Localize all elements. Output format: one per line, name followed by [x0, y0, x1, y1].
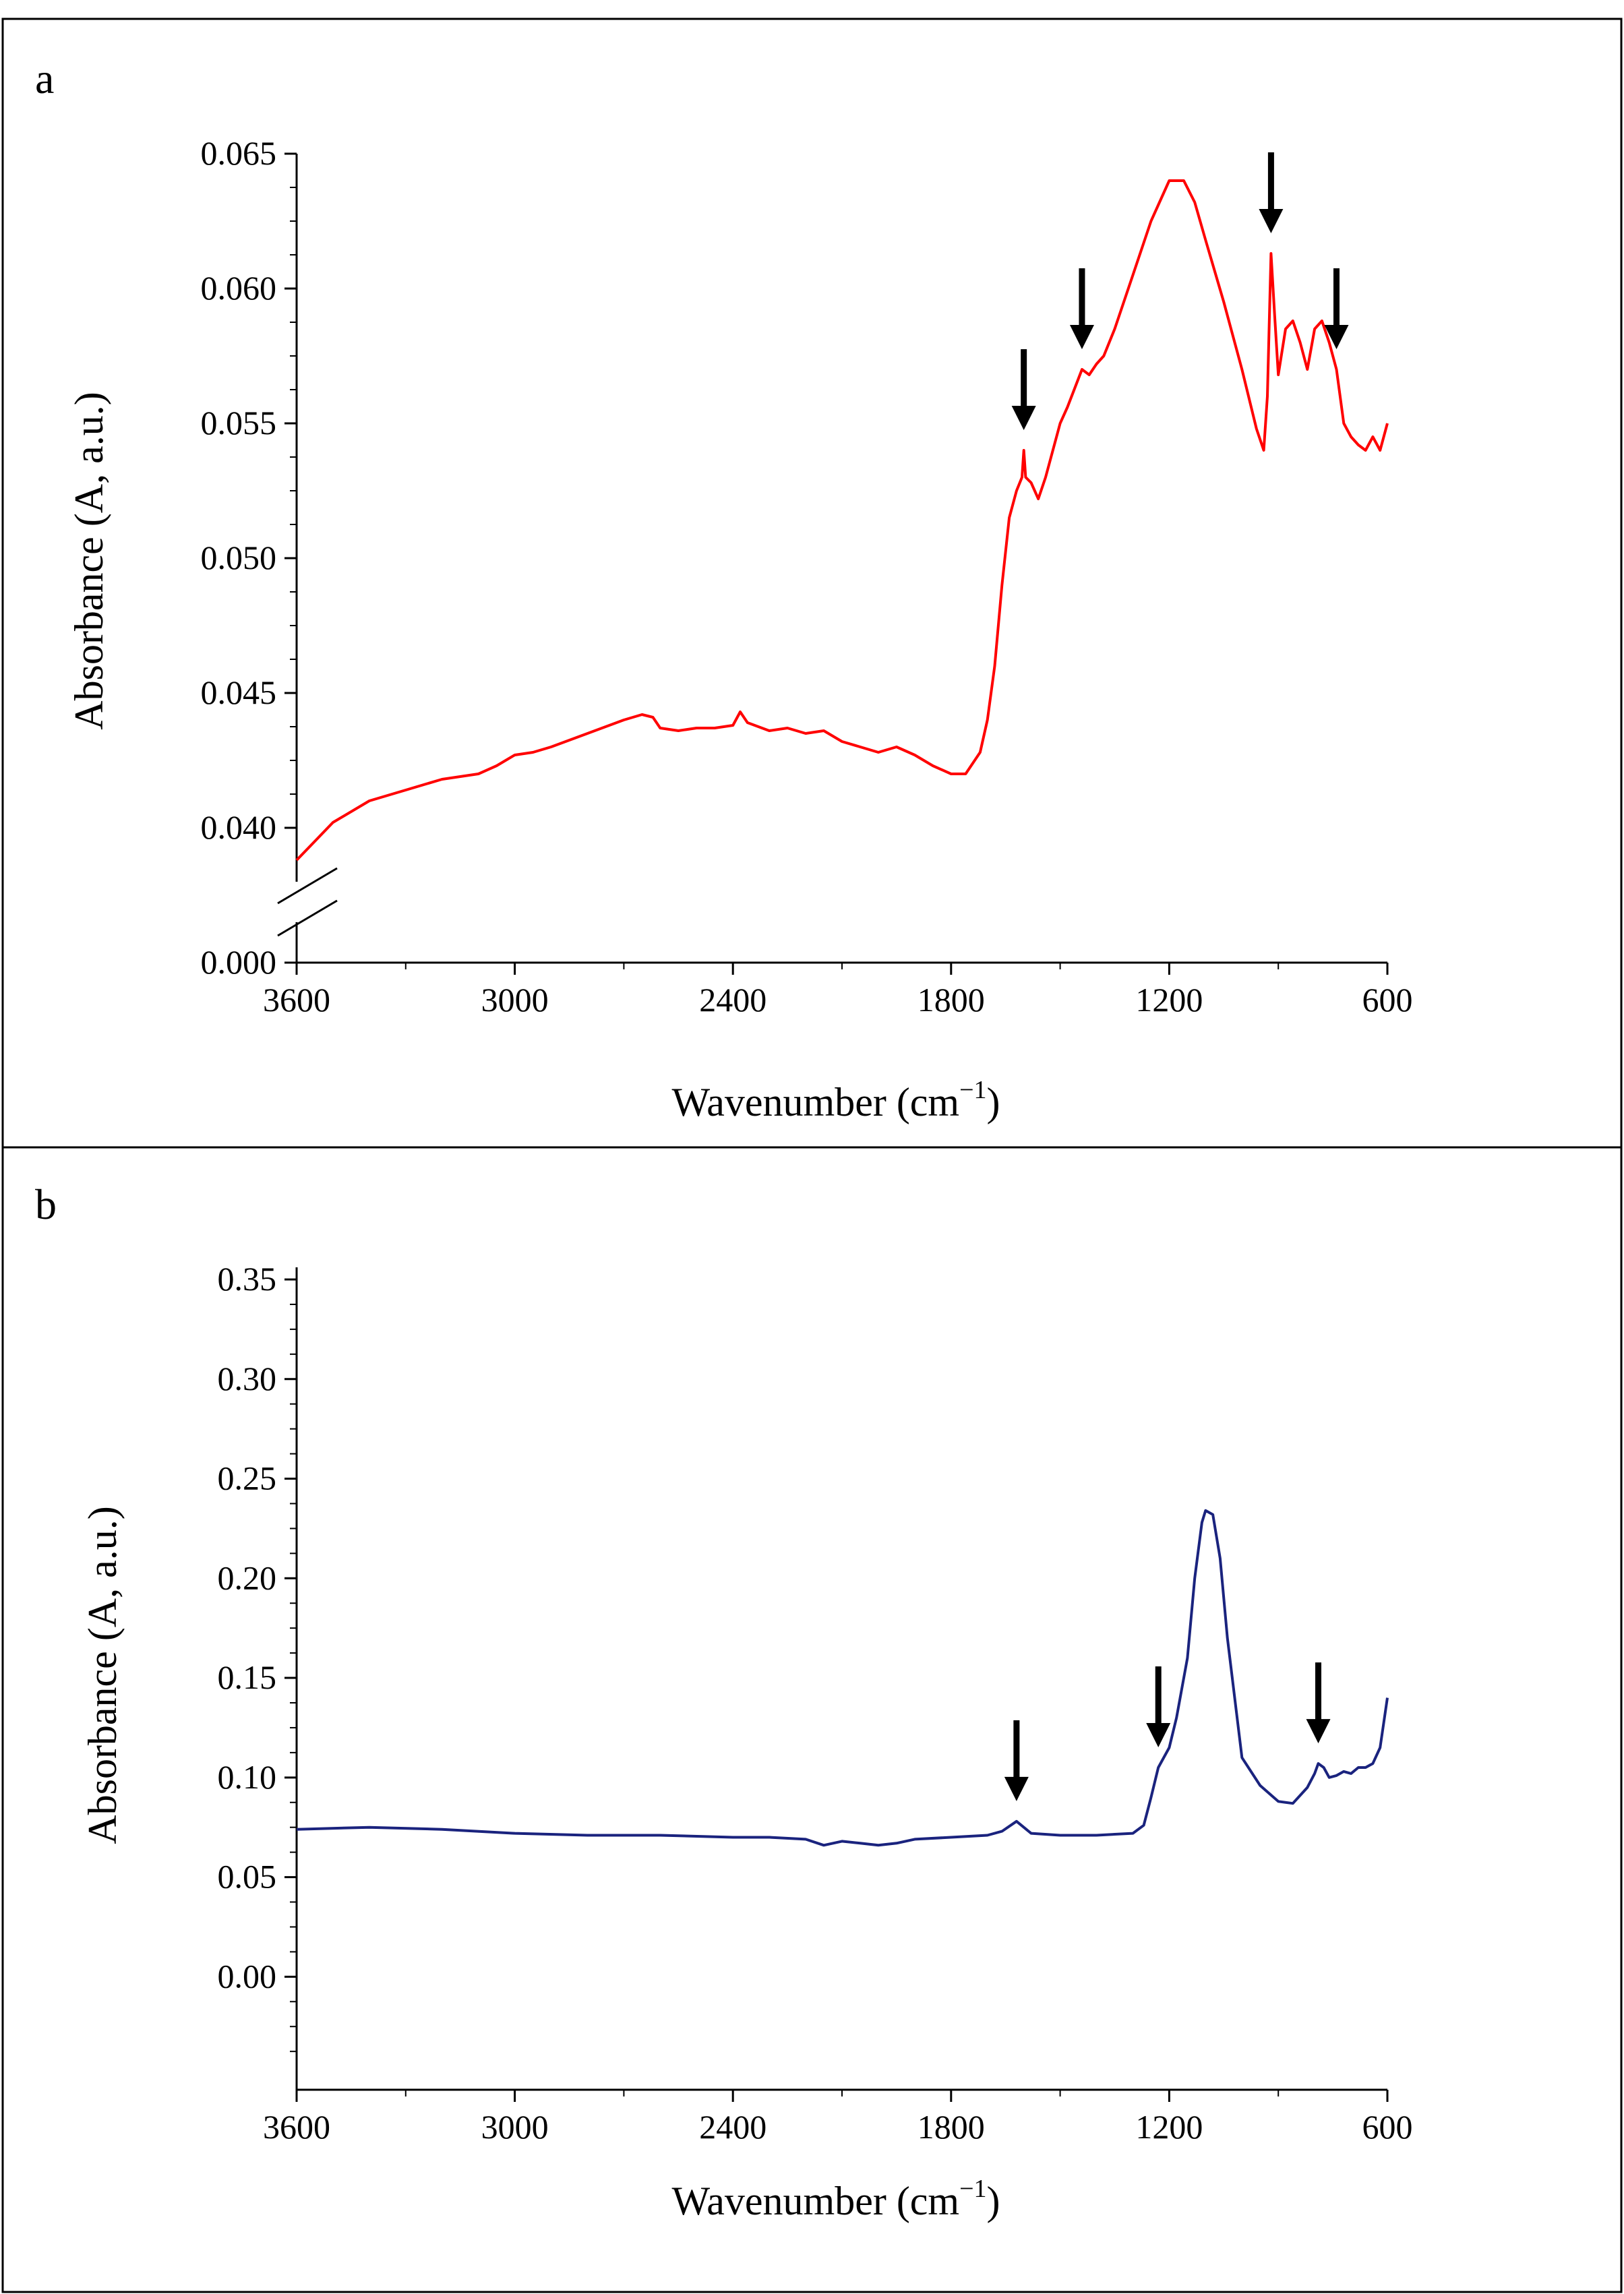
panel-a-y-tick-label: 0.060: [201, 269, 277, 307]
panel-a-x-tick-label: 1200: [1135, 981, 1203, 1019]
panel-a-spectrum-line: [295, 179, 1389, 862]
panel-b-x-tick-label: 3000: [481, 2108, 549, 2146]
panel-b-y-tick-label: 0.00: [218, 1957, 277, 1995]
panel-b-arrow: [1306, 1662, 1331, 1744]
panel-a-plot: [295, 179, 1389, 862]
panel-b-x-tick-label: 2400: [699, 2108, 766, 2146]
panel-b-y-tick-label: 0.35: [218, 1260, 277, 1298]
panel-a-arrows: [1011, 152, 1349, 430]
panel-a-y-tick-label: 0.065: [201, 134, 277, 172]
panel-b-axes: 3600 3000 2400 1800 1200 600 0.00 0.05 0.10 0.15 0…: [218, 1260, 1413, 2146]
panel-b-x-tick-label: 1800: [918, 2108, 985, 2146]
panel-b-x-axis-title: Wavenumber (cm−1): [671, 2175, 1000, 2223]
panel-a-arrow-head: [1259, 209, 1284, 233]
panel-b-arrow-head: [1146, 1723, 1171, 1748]
panel-a: a 3600 3000 2400 1800 1200 600 0.040 0.045 0.050…: [35, 55, 1413, 1124]
panel-b-x-axis-title-main: Wavenumber (cm: [671, 2179, 959, 2223]
panel-a-arrow: [1324, 268, 1349, 349]
panel-a-y-tick-label: 0.050: [201, 539, 277, 576]
panel-a-x-tick-label: 3600: [263, 981, 330, 1019]
panel-a-arrow: [1259, 152, 1284, 233]
panel-b-arrow: [1146, 1666, 1171, 1748]
panel-b-x-tick-label: 600: [1362, 2108, 1413, 2146]
panel-b-arrows: [1004, 1662, 1331, 1801]
panel-a-x-tick-label: 2400: [699, 981, 766, 1019]
panel-a-arrow: [1069, 268, 1094, 349]
panel-b-x-axis-title-close: ): [987, 2179, 1000, 2223]
panel-a-x-tick-label: 3000: [481, 981, 549, 1019]
panel-a-x-tick-label: 600: [1362, 981, 1413, 1019]
panel-a-y-tick-label: 0.040: [201, 808, 277, 846]
panel-a-axes: 3600 3000 2400 1800 1200 600 0.040 0.045 0.050 0.…: [201, 134, 1413, 1019]
panel-a-x-axis-title-main: Wavenumber (cm: [671, 1080, 959, 1124]
panel-a-arrow-head: [1011, 406, 1036, 430]
panel-b-arrow: [1004, 1720, 1029, 1801]
panel-a-arrow: [1011, 349, 1036, 430]
panel-b-y-tick-label: 0.15: [218, 1658, 277, 1696]
panel-a-x-axis-title: Wavenumber (cm−1): [671, 1076, 1000, 1124]
panel-a-x-tick-label: 1800: [918, 981, 985, 1019]
panel-b-x-axis-title-exponent: −1: [959, 2175, 986, 2203]
panel-b-y-tick-label: 0.05: [218, 1858, 277, 1896]
panel-b-plot: [296, 1509, 1389, 1847]
panel-b-y-tick-label: 0.25: [218, 1459, 277, 1497]
panel-a-y-break-label: 0.000: [201, 943, 277, 981]
panel-b-arrow-head: [1306, 1719, 1331, 1744]
panel-b-x-tick-label: 3600: [263, 2108, 330, 2146]
panel-label-b: b: [35, 1180, 57, 1228]
panel-b-x-tick-label: 1200: [1135, 2108, 1203, 2146]
panel-a-arrow-head: [1069, 325, 1094, 349]
panel-b: b 3600 3000 2400 1800 1200 600 0.00 0.05 0.10 0.1…: [35, 1180, 1413, 2223]
panel-a-arrow-head: [1324, 325, 1349, 349]
panel-a-y-tick-label: 0.045: [201, 673, 277, 711]
panel-b-y-tick-label: 0.20: [218, 1559, 277, 1596]
panel-a-axis-break-mark: [277, 867, 338, 905]
panel-b-arrow-head: [1004, 1776, 1029, 1801]
panel-a-x-axis-title-close: ): [987, 1080, 1000, 1124]
panel-a-y-axis-title: Absorbance (A, a.u.): [67, 392, 111, 729]
panel-a-x-axis-title-exponent: −1: [959, 1076, 986, 1104]
panel-b-y-tick-label: 0.10: [218, 1758, 277, 1796]
panel-label-a: a: [35, 55, 54, 102]
panel-b-y-tick-label: 0.30: [218, 1360, 277, 1397]
figure-border: [1, 18, 1623, 2293]
panel-a-y-tick-label: 0.055: [201, 404, 277, 442]
panel-b-y-axis-title: Absorbance (A, a.u.): [80, 1506, 125, 1844]
panel-a-axis-break-mark: [277, 899, 338, 937]
panel-b-spectrum-line: [296, 1509, 1389, 1847]
